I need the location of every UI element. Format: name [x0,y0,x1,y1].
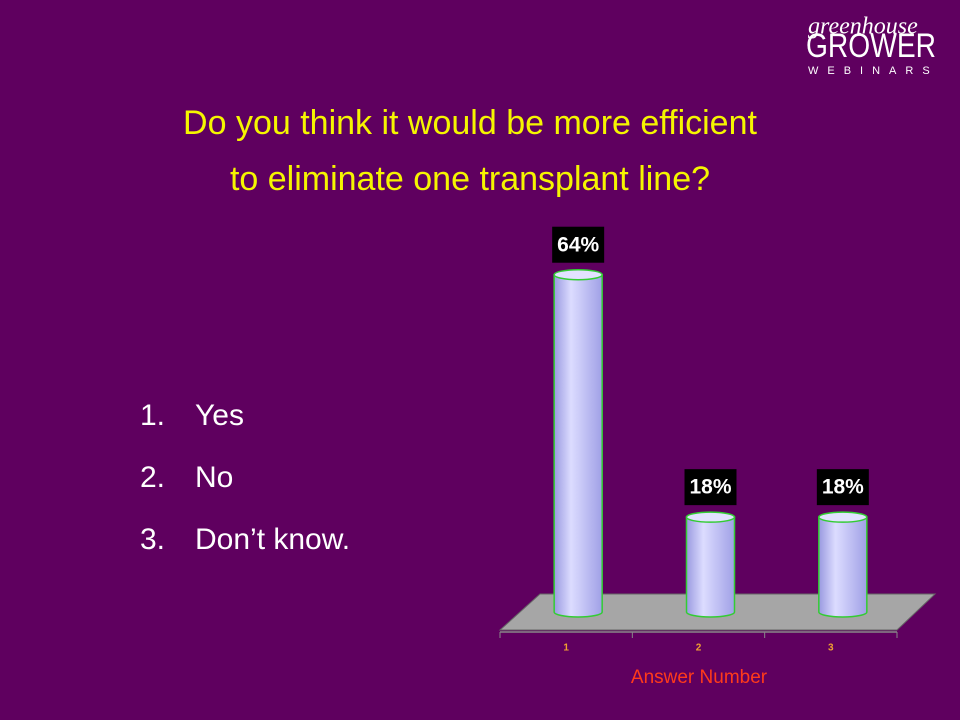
value-label-box [684,469,737,506]
value-label-box [552,226,605,263]
x-tick-label: 2 [696,643,702,654]
bar-top [818,511,868,523]
chart-title: Do you think it would be more efficient [183,104,757,142]
value-label: 18% [689,476,731,499]
logo-line: GROWER [806,27,936,65]
bar-top [553,268,603,281]
logo-line: greenhouse [808,14,918,40]
logo-line: WEBINARS [808,65,939,77]
option-number: 3. [140,523,165,556]
bar [685,516,736,618]
bar-top [685,511,736,523]
chart-title: to eliminate one transplant line? [230,160,710,198]
value-label: 18% [822,476,864,499]
x-tick-label: 3 [828,643,834,654]
bar [553,273,603,618]
option-text: No [195,461,233,494]
option-number: 1. [140,399,165,432]
value-label: 64% [557,233,599,256]
value-label-box [816,469,869,506]
bar [818,516,868,618]
option-text: Yes [195,399,244,432]
option-text: Don’t know. [195,523,350,556]
x-axis-label: Answer Number [631,667,768,688]
x-tick-label: 1 [563,643,569,654]
option-number: 2. [140,461,165,494]
